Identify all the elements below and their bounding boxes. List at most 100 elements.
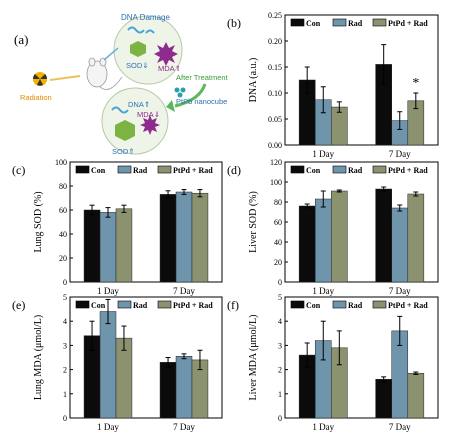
bar: [175, 356, 193, 419]
y-tick-label: 4: [63, 317, 67, 326]
y-axis-label: Liver MDA (μmol/L): [248, 315, 259, 401]
plot-frame: [284, 296, 439, 419]
y-tick-label: 0.10: [268, 89, 282, 98]
mda-star-small-icon: [140, 115, 160, 135]
x-category-label: 7 Day: [389, 422, 411, 432]
mda-star-icon: [154, 42, 178, 66]
legend-swatch: [290, 300, 305, 309]
y-tick-label: 0.00: [268, 141, 282, 150]
legend-label: PtPd + Rad: [388, 19, 428, 28]
y-tick-label: 40: [59, 230, 67, 239]
bar: [375, 188, 392, 283]
chart-liver-sod: (d) 0 20 40 60 80 100 120 Liver SOD (%) Con Rad PtP…: [227, 158, 439, 296]
x-category-label: 1 Day: [312, 149, 334, 159]
y-tick-label: 60: [59, 206, 67, 215]
legend-label: PtPd + Rad: [388, 166, 428, 175]
y-tick-label: 5: [63, 293, 67, 302]
y-tick-label: 80: [59, 182, 67, 191]
legend-swatch: [332, 18, 347, 27]
legend-swatch: [332, 300, 347, 309]
y-axis-label: DNA (a.u.): [248, 58, 259, 103]
y-tick-label: 0: [278, 414, 282, 423]
bar: [298, 205, 316, 283]
y-tick-label: 120: [270, 158, 282, 167]
plot-frame: [284, 14, 439, 146]
y-tick-label: 0: [63, 278, 67, 287]
x-category-label: 1 Day: [312, 422, 334, 432]
mda-up-text: MDA⇑: [158, 64, 181, 73]
chart-lung-sod: (c) 0 20 40 60 80 100 Lung SOD (%) Con Rad PtPd + …: [12, 158, 223, 296]
x-category-label: 7 Day: [389, 149, 411, 159]
bar: [115, 208, 133, 283]
plot-frame: [69, 296, 223, 419]
legend-swatch: [372, 165, 387, 174]
dna-helix-icon: [111, 106, 129, 114]
sod-up-text: SOD⇑: [112, 147, 135, 156]
after-treatment-text: After Treatment: [176, 73, 229, 82]
panel-label: (f): [227, 298, 239, 312]
panel-label: (c): [12, 163, 25, 177]
y-axis-label: Lung MDA (μmol/L): [33, 315, 44, 400]
bar: [99, 311, 117, 419]
panel-label: (e): [12, 298, 25, 312]
y-tick-label: 2: [278, 366, 282, 375]
y-axis-label: Liver SOD (%): [248, 191, 259, 253]
x-category-label: 1 Day: [97, 422, 119, 432]
legend-swatch: [117, 300, 132, 309]
y-tick-label: 3: [63, 341, 67, 350]
chart-dna: (b) 0.00 0.05 0.10 0.15 0.20 0.25 DNA (a.u.) Con…: [227, 11, 439, 159]
legend-label: Con: [306, 19, 321, 28]
y-tick-label: 20: [274, 258, 282, 267]
bar: [391, 207, 409, 283]
bar: [159, 194, 177, 283]
legend-label: Con: [306, 166, 321, 175]
legend-label: Rad: [133, 166, 148, 175]
y-tick-label: 0.05: [268, 115, 282, 124]
legend-label: Con: [91, 301, 106, 310]
legend-swatch: [75, 165, 90, 174]
legend-label: PtPd + Rad: [173, 166, 213, 175]
y-tick-label: 100: [55, 158, 67, 167]
legend-label: Con: [91, 166, 106, 175]
y-tick-label: 40: [274, 238, 282, 247]
sod-down-text: SOD⇓: [126, 61, 149, 70]
y-tick-label: 80: [274, 198, 282, 207]
nanocube-icon: [174, 87, 186, 98]
broken-dna-icon: [127, 26, 155, 34]
y-tick-label: 4: [278, 317, 282, 326]
treatment-arrow: [174, 83, 207, 108]
sod-hexagon-icon: [130, 41, 146, 57]
y-tick-label: 20: [59, 254, 67, 263]
legend-swatch: [372, 300, 387, 309]
y-tick-label: 0: [63, 414, 67, 423]
legend-label: Rad: [348, 166, 363, 175]
plot-frame: [69, 161, 223, 283]
panel-a-label: (a): [14, 32, 28, 47]
radiation-icon: [32, 72, 48, 86]
legend-label: PtPd + Rad: [173, 301, 213, 310]
legend-swatch: [372, 18, 387, 27]
bar: [314, 198, 332, 283]
bar: [407, 193, 425, 283]
legend-swatch: [117, 165, 132, 174]
y-tick-label: 2: [63, 366, 67, 375]
mda-down-text: MDA⇓: [137, 110, 160, 119]
bar: [83, 209, 101, 283]
radiation-arrow: [49, 75, 81, 81]
nanocube-text: PtPb nanocube: [176, 97, 227, 106]
legend-swatch: [290, 165, 305, 174]
x-category-label: 1 Day: [97, 286, 119, 296]
x-category-label: 7 Day: [173, 286, 195, 296]
mouse-to-damage-arrow: [103, 47, 119, 61]
chart-lung-mda: (e) 0 1 2 3 4 5 Lung MDA (μmol/L) Con Rad PtPd + R…: [12, 293, 223, 432]
x-category-label: 7 Day: [389, 286, 411, 296]
legend-swatch: [290, 18, 305, 27]
y-tick-label: 100: [270, 178, 282, 187]
legend-label: Rad: [348, 301, 363, 310]
y-tick-label: 0.20: [268, 37, 282, 46]
y-tick-label: 60: [274, 218, 282, 227]
recovery-circle: [101, 87, 169, 155]
y-tick-label: 1: [63, 390, 67, 399]
legend-label: PtPd + Rad: [388, 301, 428, 310]
y-tick-label: 0.15: [268, 63, 282, 72]
